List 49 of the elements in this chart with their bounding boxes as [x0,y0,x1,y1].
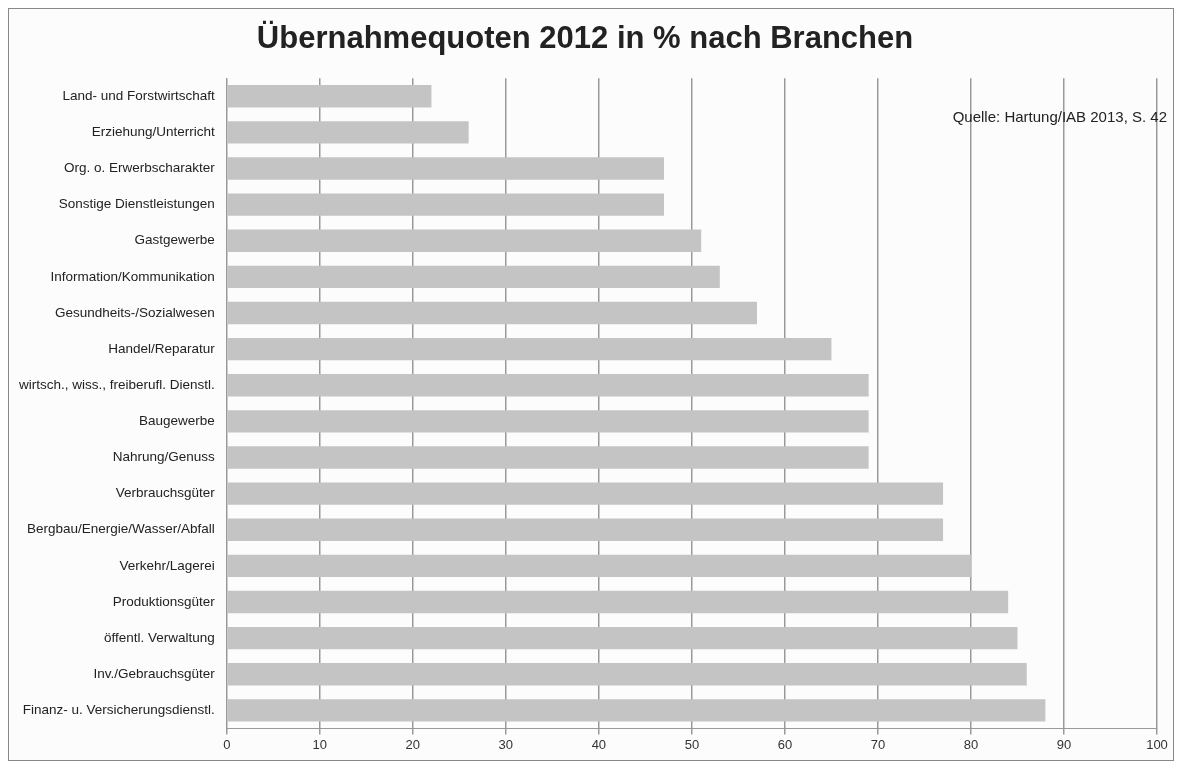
y-tick-label: Information/Kommunikation [50,268,215,284]
bar [227,157,664,180]
x-tick-label: 30 [498,736,514,752]
y-tick-label: Verbrauchsgüter [115,485,216,501]
x-tick-label: 50 [684,736,700,752]
y-tick-label: Handel/Reparatur [108,340,216,356]
x-tick-label: 90 [1056,736,1072,752]
y-tick-label: Nahrung/Genuss [112,449,216,465]
bar [227,85,432,108]
bar [227,121,469,144]
y-tick-label: wirtsch., wiss., freiberufl. Dienstl. [18,376,215,392]
y-tick-label: Inv./Gebrauchsgüter [93,665,216,681]
bar [227,229,702,252]
bar [227,590,1009,614]
x-tick-label: 60 [777,736,793,752]
y-tick-label: Gastgewerbe [134,232,215,248]
bar [227,554,971,578]
bar [227,301,758,325]
y-tick-label: Gesundheits-/Sozialwesen [54,304,215,320]
y-tick-label: Org. o. Erwerbscharakter [63,160,216,176]
bar [227,663,1027,686]
annotation: Quelle: Hartung/IAB 2013, S. 42 [952,107,1167,125]
y-tick-label: Verkehr/Lagerei [119,557,215,573]
x-tick-label: 20 [405,736,421,752]
bar [227,374,869,397]
chart-title: Übernahmequoten 2012 in % nach Branchen [256,20,914,56]
bar [227,482,944,505]
x-tick-label: 10 [312,736,328,752]
y-tick-label: Land- und Forstwirtschaft [62,87,216,103]
bar [227,626,1018,650]
bar [227,337,832,361]
x-tick-label: 100 [1146,736,1168,752]
bar [227,446,869,469]
y-tick-label: Erziehung/Unterricht [91,124,216,140]
y-tick-label: Produktionsgüter [112,593,216,609]
y-tick-label: Baugewerbe [138,413,215,429]
bar [227,265,720,289]
bar [227,410,869,433]
x-tick-label: 0 [223,736,231,752]
bar [227,518,944,541]
y-tick-label: Sonstige Dienstleistungen [58,196,215,212]
x-tick-label: 40 [591,736,607,752]
y-tick-label: Bergbau/Energie/Wasser/Abfall [26,521,215,537]
x-tick-label: 70 [870,736,886,752]
bar [227,193,664,216]
x-tick-label: 80 [963,736,979,752]
y-tick-label: öffentl. Verwaltung [103,629,215,645]
bar [227,699,1046,722]
y-tick-label: Finanz- u. Versicherungsdienstl. [22,702,215,718]
